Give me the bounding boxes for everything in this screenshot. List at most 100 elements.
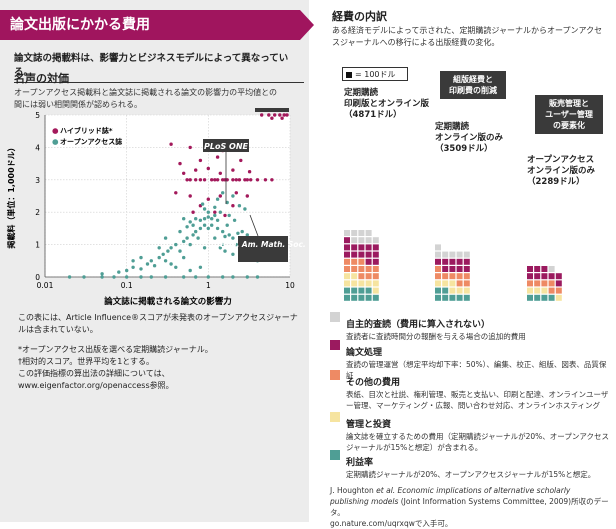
open-access-point [198,226,203,231]
open-access-point [191,223,195,227]
legend-peer-review: 自主的査読（費用に算入されない） 査読者に査読時間分の報酬を与える場合の追加的費… [330,312,610,342]
hybrid-point [194,168,198,172]
bar-label-3: オープンアクセス オンライン版のみ （2289ドル） [527,155,595,188]
open-access-point [145,262,150,266]
waffle-cell [372,294,379,301]
waffle-cell [372,244,379,251]
hybrid-point [249,178,253,182]
x-tick-label: 0.1 [121,281,133,290]
open-access-point [196,236,200,240]
cost-description: ある経済モデルによって示された、定期購読ジャーナルからオープンアクセスジャーナル… [332,26,603,47]
waffle-cell [541,273,548,280]
open-access-point [169,246,173,250]
open-access-point [125,268,129,273]
hybrid-point [267,113,271,117]
open-access-point [245,275,249,279]
hybrid-point [237,178,242,182]
cost-heading: 経費の内訳 [332,10,387,23]
page-title: 論文出版にかかる費用 [0,10,314,40]
callout-line: 印刷費の削減 [449,86,497,95]
waffle-cell [548,280,555,287]
legend-management: 管理と投資 論文誌を確立するための費用（定期購読ジャーナルが20%、オープンアク… [330,412,610,453]
bar-label-3-line: オンライン版のみ [527,166,596,176]
y-tick-label: 5 [35,111,40,120]
waffle-cell [365,266,372,272]
hybrid-point [239,158,243,163]
waffle-cell [534,266,541,272]
y-axis-label: 掲載料（単位：1,000ドル） [6,143,16,249]
bar-label-1-line: 印刷版とオンライン版 [344,99,430,109]
hybrid-point [210,178,214,182]
open-access-point [215,197,220,201]
waffle-cell [365,287,372,294]
waffle-cell [351,294,358,301]
waffle-cell [344,273,350,280]
waffle-cell [435,294,441,301]
waffle-cell [358,280,365,287]
waffle-cell [435,266,441,272]
hybrid-point [243,178,247,182]
annotation-neuron: Neuron [256,118,289,127]
waffle-cell [351,230,358,236]
hybrid-point [255,178,260,182]
waffle-cell [344,258,350,265]
waffle-cell [541,266,548,272]
open-access-point [152,264,157,268]
hybrid-point [178,161,182,166]
open-access-point [191,233,195,237]
open-access-point [139,267,143,271]
legend-desc: 定期購読ジャーナルが20%、オープンアクセスジャーナルが15%と想定。 [346,470,596,479]
waffle-cell [435,258,441,265]
open-access-point [223,234,227,239]
waffle-cell [442,273,449,280]
open-access-point [206,275,210,279]
hybrid-point [273,113,277,117]
waffle-cell [449,273,456,280]
legend-swatch [330,412,340,422]
open-access-point [200,202,205,206]
waffle-cell [344,237,350,244]
callout-typesetting: 組版経費と 印刷費の削減 [440,71,506,99]
waffle-cell [351,237,358,244]
annotation-bams-box [238,236,288,262]
open-access-point [125,275,129,279]
open-access-point [166,249,170,253]
legend-other-costs: その他の費用 表紙、目次と社説、権利管理、販売と支払い、印刷と配達、オンラインユ… [330,370,610,411]
waffle-cell [442,251,449,258]
open-access-point [163,259,168,263]
waffle-cell [372,237,379,244]
source-url: go.nature.com/uqrxqwで入手可。 [330,519,453,528]
waffle-cell [372,280,379,287]
waffle-cell [442,258,449,265]
waffle-cell [351,280,358,287]
waffle-cell [365,273,372,280]
waffle-cell [358,237,365,244]
hybrid-point [206,197,210,201]
waffle-cell [358,251,365,258]
waffle-cell [442,280,449,287]
waffle-cell [449,266,456,272]
annotation-bams-line [249,214,259,237]
waffle-cell [344,266,350,272]
open-access-point [82,275,86,279]
open-access-point [185,225,189,229]
waffle-cell [534,287,541,294]
waffle-cell [358,258,365,265]
waffle-cell [463,287,470,294]
legend-desc: 査読の管理運営（想定平均却下率：50%）、編集、校正、組版、図表、品質保証 [346,360,607,380]
waffle-cell [435,251,441,258]
waffle-cell [365,294,372,301]
legend-swatch [330,370,340,380]
hybrid-point [218,194,222,198]
hybrid-point [231,204,235,208]
hybrid-point [188,178,192,182]
x-tick-label: 1 [206,281,211,290]
legend-processing: 論文処理 査読の管理運営（想定平均却下率：50%）、編集、校正、組版、図表、品質… [330,340,610,381]
waffle-cell [449,251,456,258]
open-access-point [157,255,161,260]
open-access-point [182,217,186,221]
footnote-line: †相対的スコア。世界平均を1とする。 [18,357,155,366]
legend-title: 利益率 [346,458,374,468]
x-tick-label: 10 [285,281,295,290]
open-access-point [221,229,225,234]
